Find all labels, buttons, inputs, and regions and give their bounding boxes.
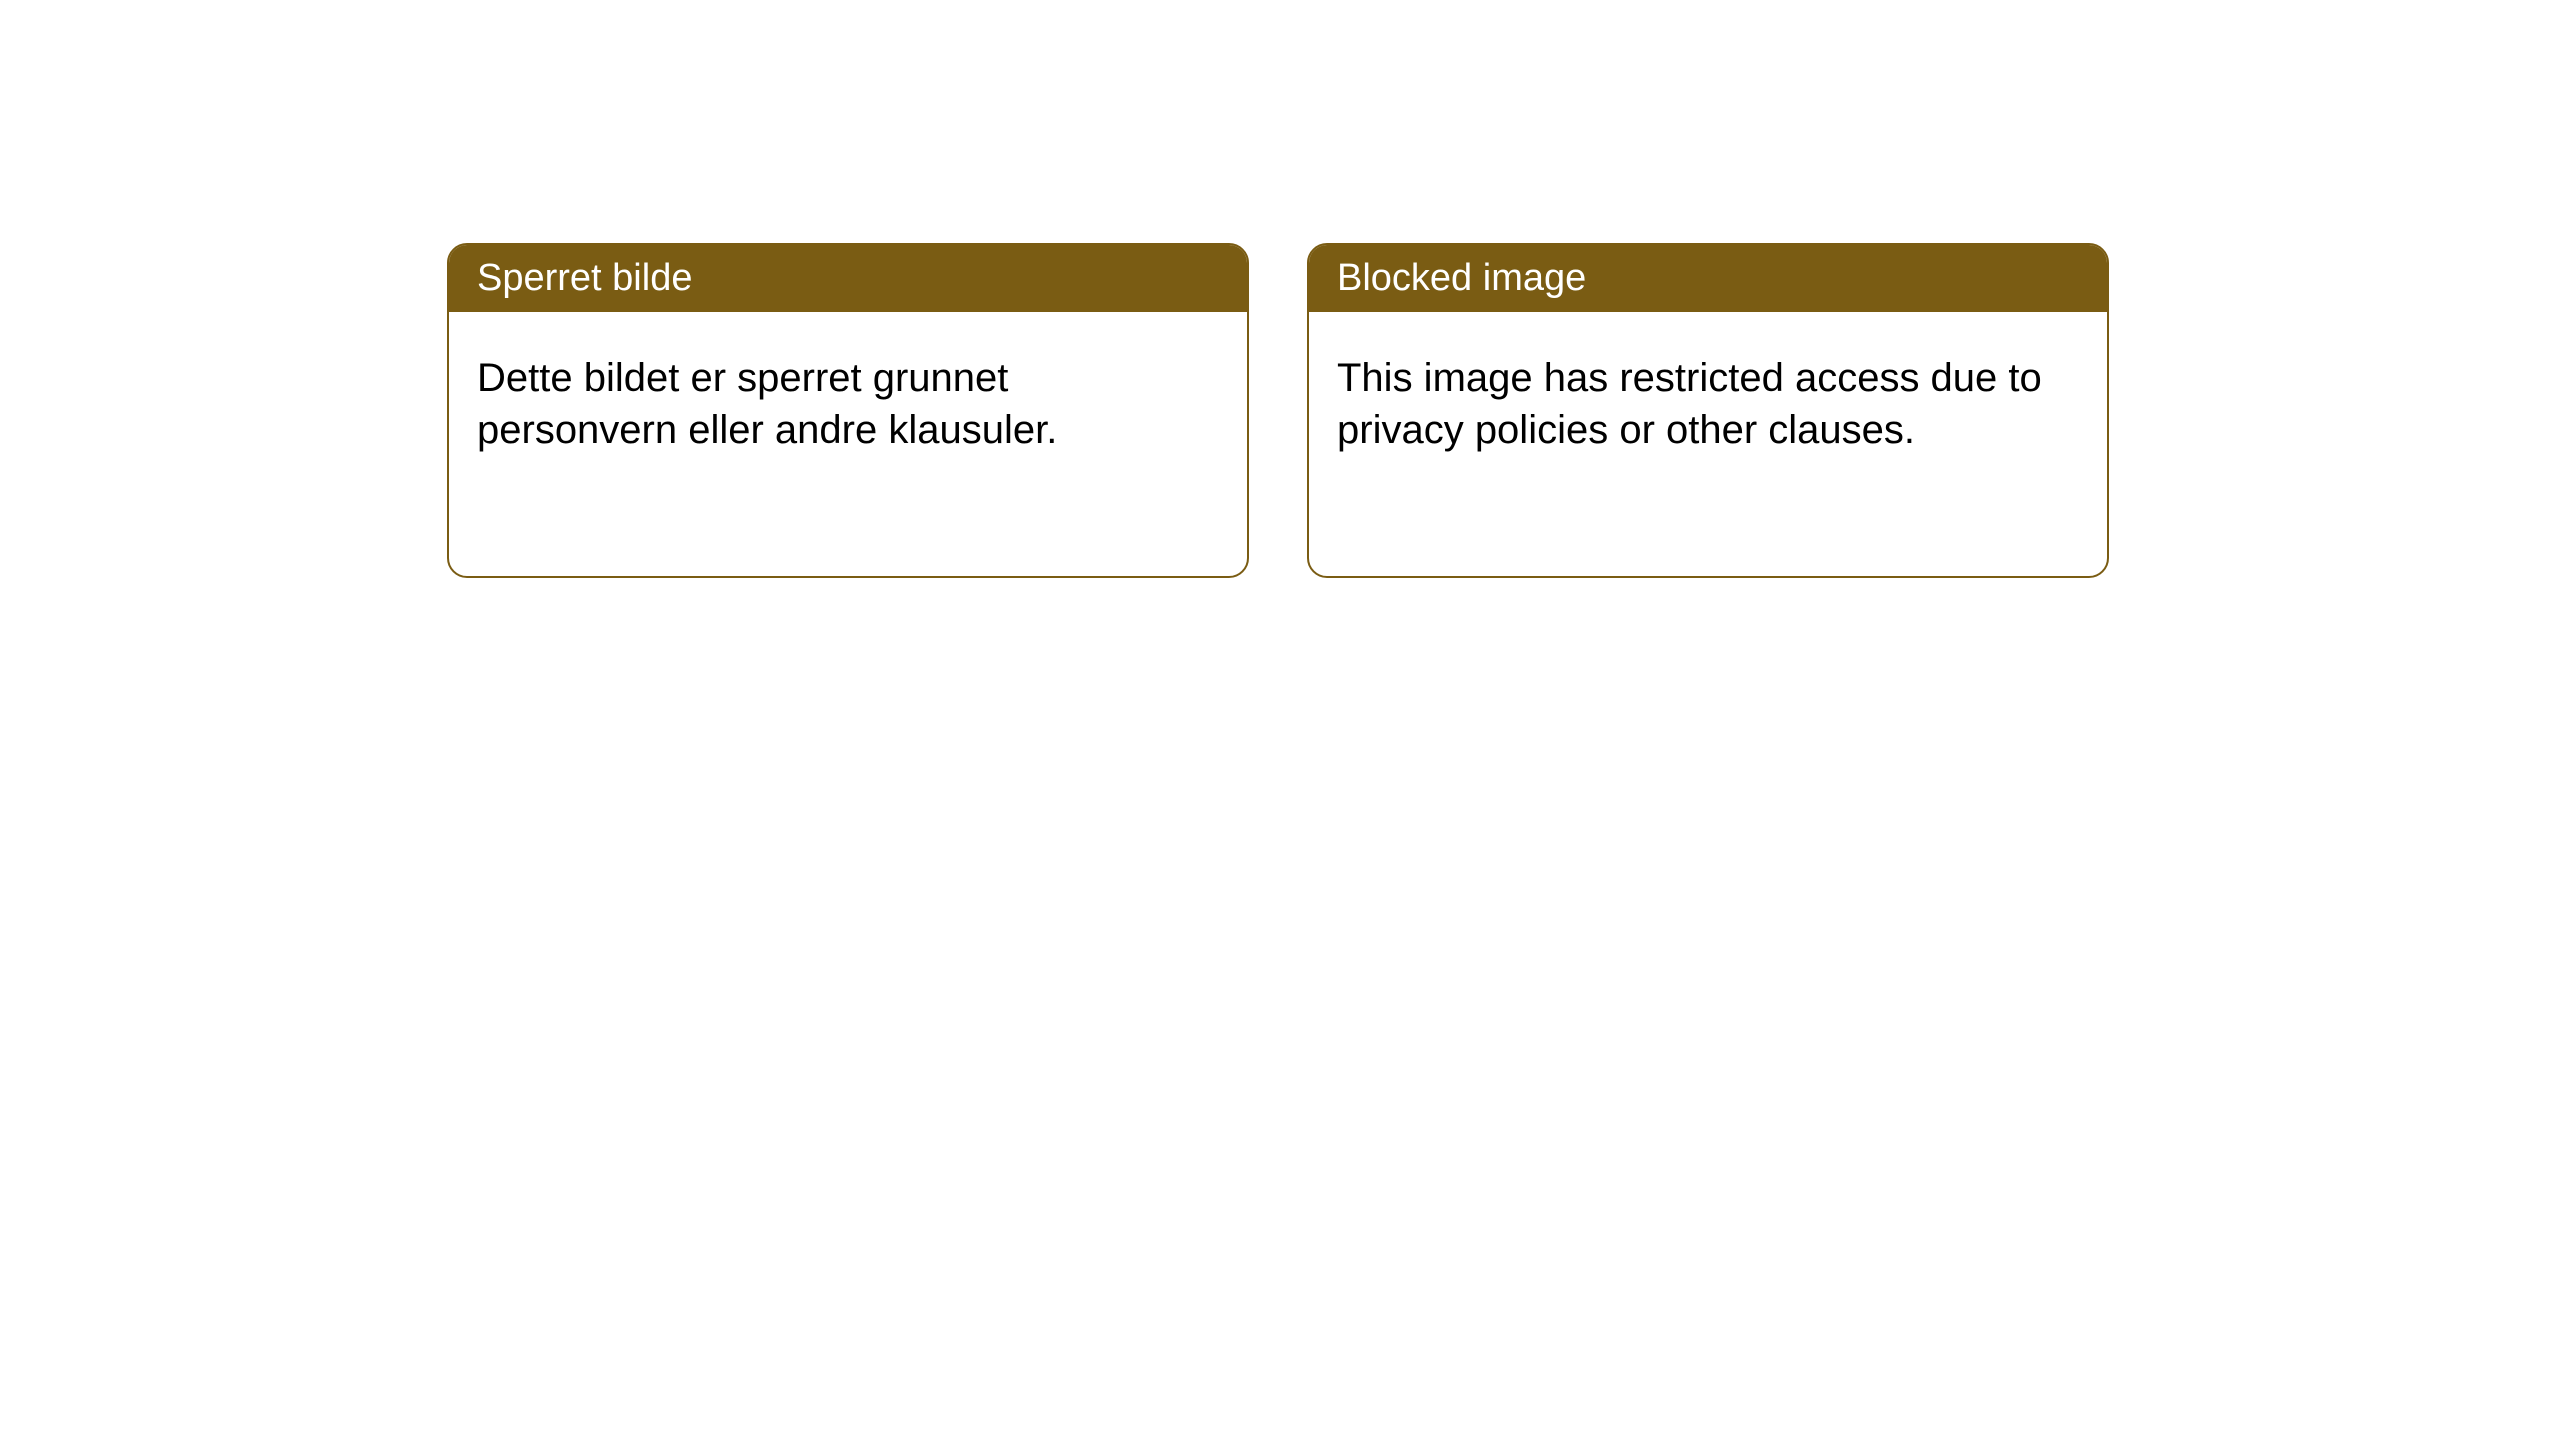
notice-header: Sperret bilde [449,245,1247,312]
notice-card-english: Blocked image This image has restricted … [1307,243,2109,578]
notice-card-norwegian: Sperret bilde Dette bildet er sperret gr… [447,243,1249,578]
notice-header: Blocked image [1309,245,2107,312]
notice-container: Sperret bilde Dette bildet er sperret gr… [0,0,2560,578]
notice-body: This image has restricted access due to … [1309,312,2107,496]
notice-body: Dette bildet er sperret grunnet personve… [449,312,1247,496]
